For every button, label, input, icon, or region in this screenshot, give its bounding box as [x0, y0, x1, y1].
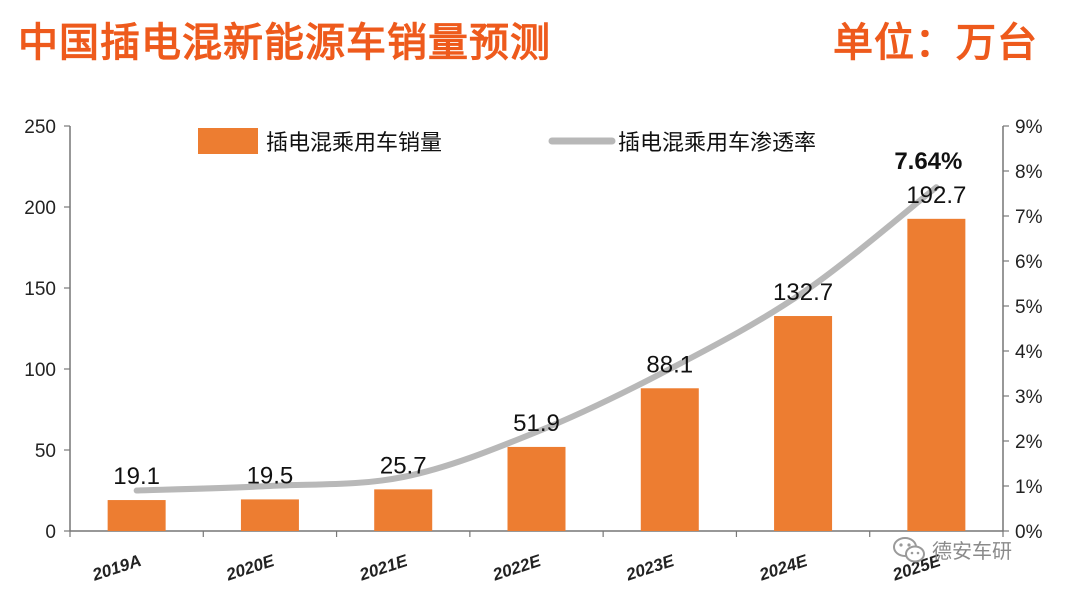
legend: 插电混乘用车销量 插电混乘用车渗透率	[198, 128, 816, 156]
bar-value-label: 19.1	[113, 463, 160, 490]
y-right-tick-label: 6%	[1015, 252, 1043, 273]
y-left-tick-label: 150	[24, 279, 56, 300]
legend-bar-label: 插电混乘用车销量	[266, 131, 442, 156]
y-right-tick-label: 9%	[1015, 117, 1043, 138]
penetration-line	[133, 184, 940, 494]
y-left-tick-label: 100	[24, 360, 56, 381]
penetration-line-path	[133, 184, 940, 494]
y-right-tick-label: 0%	[1015, 522, 1043, 543]
bar-value-label: 25.7	[380, 452, 427, 479]
x-tick-label: 2024E	[756, 551, 810, 585]
bar-value-label: 88.1	[646, 351, 693, 378]
y-left-tick-label: 250	[24, 117, 56, 138]
bar-value-label: 51.9	[513, 410, 560, 437]
y-right-tick-label: 8%	[1015, 162, 1043, 183]
y-right-tick-label: 2%	[1015, 432, 1043, 453]
bar-value-label: 19.5	[247, 462, 294, 489]
x-tick-label: 2023E	[623, 551, 677, 585]
legend-bar-swatch	[198, 128, 258, 154]
x-tick-label: 2019A	[89, 551, 143, 585]
unit-label: 单位：万台	[833, 19, 1038, 66]
watermark-text: 德安车研	[932, 539, 1012, 563]
bar	[240, 499, 299, 531]
wechat-icon	[892, 536, 926, 564]
bars	[107, 218, 966, 532]
y-right-tick-label: 3%	[1015, 387, 1043, 408]
bar	[507, 446, 566, 531]
y-right-tick-label: 7%	[1015, 207, 1043, 228]
bar-value-label: 132.7	[773, 279, 833, 306]
y-right-tick-label: 4%	[1015, 342, 1043, 363]
y-left-tick-label: 0	[45, 522, 56, 543]
bar	[374, 489, 433, 531]
y-right-tick-label: 5%	[1015, 297, 1043, 318]
x-tick-label: 2021E	[356, 551, 410, 585]
bar-value-label: 192.7	[906, 182, 966, 209]
bar	[107, 500, 166, 531]
data-labels: 19.1 19.5 25.7 51.9 88.1 132.7 192.7 7.64%	[113, 148, 966, 490]
legend-line-label: 插电混乘用车渗透率	[618, 131, 816, 156]
bar	[774, 316, 833, 531]
x-tick-label: 2020E	[223, 551, 277, 585]
bar	[907, 218, 966, 532]
y-left-tick-label: 50	[35, 441, 56, 462]
page-title: 中国插电混新能源车销量预测	[18, 19, 551, 66]
bar	[640, 388, 699, 531]
y-right-tick-label: 1%	[1015, 477, 1043, 498]
x-tick-label: 2022E	[490, 551, 544, 585]
y-left-tick-label: 200	[24, 198, 56, 219]
watermark: 德安车研	[892, 535, 1012, 564]
penetration-highlight-label: 7.64%	[894, 148, 962, 175]
